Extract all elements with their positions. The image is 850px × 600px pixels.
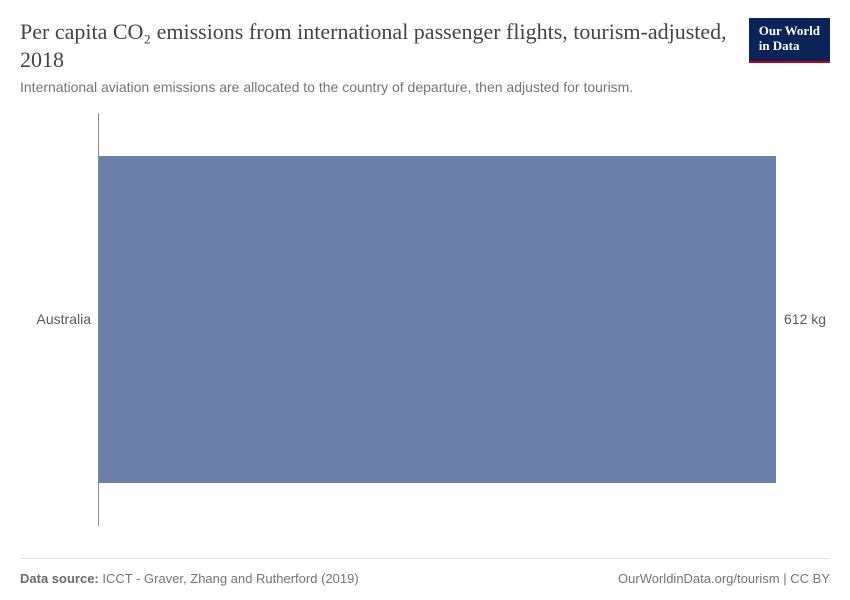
- logo-line-2: in Data: [759, 39, 820, 54]
- chart-subtitle: International aviation emissions are all…: [20, 79, 729, 95]
- attribution-link: OurWorldinData.org/tourism: [618, 571, 780, 586]
- chart-title: Per capita CO₂ emissions from internatio…: [20, 18, 729, 73]
- value-label: 612 kg: [776, 311, 826, 327]
- bar: [99, 156, 776, 484]
- chart-area: Australia 612 kg: [20, 113, 830, 548]
- chart-header: Per capita CO₂ emissions from internatio…: [20, 18, 830, 95]
- source-text: ICCT - Graver, Zhang and Rutherford (201…: [102, 571, 358, 586]
- logo-line-1: Our World: [759, 24, 820, 39]
- plot-region: Australia612 kg: [98, 113, 776, 526]
- chart-footer: Data source: ICCT - Graver, Zhang and Ru…: [20, 558, 830, 600]
- license: CC BY: [790, 571, 830, 586]
- title-block: Per capita CO₂ emissions from internatio…: [20, 18, 749, 95]
- bar-row: Australia612 kg: [99, 156, 776, 484]
- data-source: Data source: ICCT - Graver, Zhang and Ru…: [20, 571, 359, 586]
- attribution: OurWorldinData.org/tourism | CC BY: [618, 571, 830, 586]
- source-label: Data source:: [20, 571, 99, 586]
- owid-logo: Our World in Data: [749, 18, 830, 63]
- category-label: Australia: [37, 311, 99, 327]
